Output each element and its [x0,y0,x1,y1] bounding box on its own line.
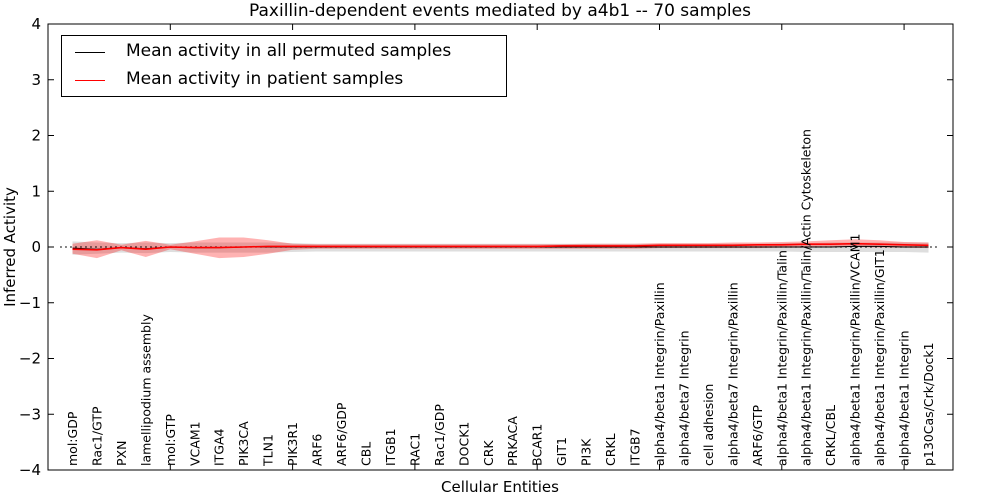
legend-item-patient: Mean activity in patient samples [62,67,506,95]
y-tick-label: −2 [19,350,41,368]
x-category-label: lamellipodium assembly [138,314,153,466]
x-category-label: ARF6 [310,434,325,466]
x-category-label: alpha4/beta1 Integrin [897,330,912,466]
band-series-1 [72,237,929,259]
x-category-label: VCAM1 [187,421,202,466]
x-category-label: ITGB7 [628,428,643,466]
legend-line-red [75,80,105,81]
x-category-label: alpha4/beta7 Integrin [676,330,691,466]
x-category-label: PI3K [579,438,594,466]
x-category-label: mol:GTP [163,414,178,466]
line-series-1 [72,242,929,251]
chart-title: Paxillin-dependent events mediated by a4… [249,1,751,21]
x-category-label: alpha4/beta1 Integrin/Paxillin/Talin [774,250,789,466]
y-tick-label: 4 [31,15,41,33]
x-category-label: Rac1/GDP [432,404,447,466]
y-tick-label: 0 [31,238,41,256]
x-category-label: CBL [359,442,374,466]
legend-label: Mean activity in patient samples [126,69,404,89]
legend-label: Mean activity in all permuted samples [126,41,452,61]
x-category-label: DOCK1 [456,422,471,466]
x-category-label: CRK [481,440,496,466]
x-category-label: ITGB1 [383,428,398,466]
x-category-label: PIK3R1 [285,422,300,466]
x-axis-label: Cellular Entities [441,478,559,496]
y-tick-label: 1 [31,182,41,200]
x-category-label: PRKACA [505,416,520,466]
x-category-label: ARF6/GDP [334,402,349,466]
x-category-label: cell adhesion [701,384,716,466]
x-category-label: CRKL/CBL [823,405,838,466]
x-category-label: Rac1/GTP [89,406,104,466]
x-category-label: ITGA4 [212,428,227,466]
y-axis-label: Inferred Activity [1,187,19,307]
x-category-label: alpha4/beta1 Integrin/Paxillin/VCAM1 [848,234,863,466]
y-tick-label: 2 [31,127,41,145]
x-category-label: alpha4/beta1 Integrin/Paxillin/Talin/Act… [799,129,814,466]
x-category-label: PIK3CA [236,421,251,466]
legend: Mean activity in all permuted samples Me… [61,35,507,97]
x-category-label: ARF6/GTP [750,405,765,466]
x-category-label: alpha4/beta7 Integrin/Paxillin [725,282,740,466]
y-tick-label: −3 [19,405,41,423]
x-category-label: alpha4/beta1 Integrin/Paxillin/GIT1 [872,249,887,466]
x-category-label: TLN1 [261,434,276,467]
y-tick-label: −1 [19,294,41,312]
y-tick-label: −4 [19,461,41,479]
x-category-label: PXN [114,441,129,466]
x-category-label: BCAR1 [530,424,545,466]
x-category-label: alpha4/beta1 Integrin/Paxillin [652,282,667,466]
y-tick-label: 3 [31,71,41,89]
x-category-label: p130Cas/Crk/Dock1 [921,342,936,466]
x-category-label: mol:GDP [65,411,80,466]
x-category-label: GIT1 [554,437,569,466]
legend-line-black [75,52,105,53]
legend-item-permuted: Mean activity in all permuted samples [62,39,506,67]
x-category-label: RAC1 [407,433,422,466]
x-category-label: CRKL [603,433,618,466]
